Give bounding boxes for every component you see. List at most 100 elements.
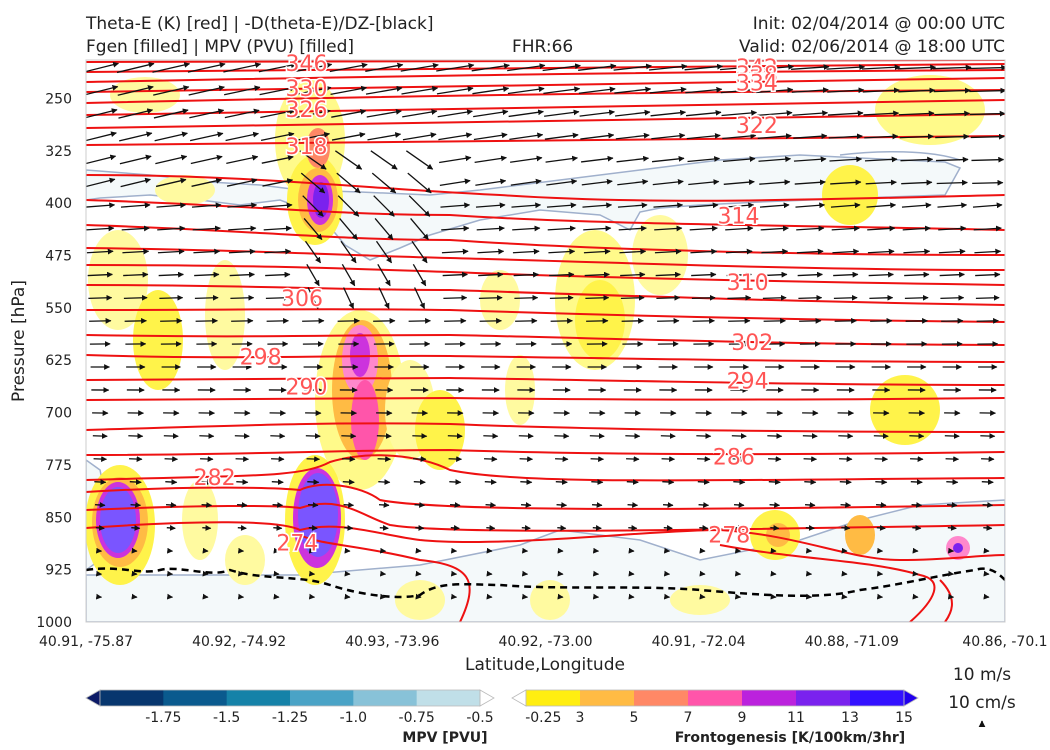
- wind-vector: [616, 155, 650, 163]
- wind-vector: [829, 156, 863, 163]
- wind-vector: [691, 271, 717, 278]
- wind-vector: [344, 525, 354, 531]
- wind-vector: [620, 271, 646, 278]
- wind-vector: [117, 85, 154, 96]
- wind-vector: [805, 525, 815, 531]
- wind-vector: [377, 263, 391, 287]
- wind-vector: [792, 110, 829, 117]
- y-tick-label: 850: [45, 510, 72, 526]
- wind-vector: [377, 456, 392, 462]
- wind-vector: [129, 479, 142, 485]
- wind-vector: [791, 64, 830, 70]
- wind-vector: [578, 86, 616, 94]
- wind-vector: [828, 133, 863, 140]
- wind-vector: [830, 179, 862, 186]
- wind-vector: [546, 202, 577, 209]
- wind-vector: [343, 502, 355, 508]
- wind-vector: [367, 132, 402, 141]
- wind-vector: [514, 294, 539, 301]
- wind-vector: [761, 248, 789, 255]
- wind-vector: [272, 502, 284, 508]
- wind-vector: [796, 248, 824, 255]
- wind-vector: [402, 109, 438, 118]
- x-tick-label: 40.93, -73.96: [345, 634, 439, 650]
- wind-vector: [981, 479, 994, 485]
- wind-vector: [130, 502, 142, 508]
- wind-vector: [688, 202, 719, 209]
- wind-vector: [472, 86, 510, 95]
- wind-vector: [157, 225, 186, 232]
- colorbar-end: [85, 689, 101, 707]
- title-line2: Fgen [filled] | MPV (PVU) [filled]: [86, 37, 355, 57]
- wind-vector: [897, 64, 937, 71]
- theta-e-label: 342: [736, 56, 778, 81]
- wind-vector: [912, 525, 922, 531]
- wind-vector: [865, 179, 897, 186]
- wind-vector: [827, 87, 865, 94]
- wind-vector: [303, 217, 323, 241]
- wind-vector: [760, 225, 789, 232]
- wind-vector: [938, 248, 966, 255]
- wind-vector: [511, 202, 542, 209]
- wind-vector: [507, 86, 545, 95]
- wind-vector: [720, 63, 759, 71]
- wind-vector: [87, 271, 113, 278]
- wind-vector: [983, 525, 993, 531]
- wind-vector: [378, 287, 390, 310]
- wind-vector: [794, 179, 826, 186]
- colorbar-segment: [688, 690, 743, 706]
- wind-vector: [271, 456, 285, 462]
- y-tick-label: 550: [45, 301, 72, 317]
- frontogenesis-fills: [86, 75, 985, 620]
- wind-vector: [938, 225, 967, 232]
- wind-vector: [223, 62, 262, 73]
- wind-vector: [448, 456, 463, 462]
- wind-vector: [617, 178, 649, 186]
- wind-vector: [476, 225, 505, 232]
- wind-vector: [734, 525, 744, 531]
- wind-vector: [972, 179, 1004, 186]
- wind-vector: [342, 456, 356, 462]
- y-tick-label: 250: [45, 91, 72, 107]
- wind-vector: [159, 294, 184, 301]
- wind-vector: [793, 133, 828, 140]
- wind-vector: [933, 87, 971, 94]
- wind-vector: [191, 202, 222, 209]
- wind-vector: [579, 109, 615, 117]
- wind-vector: [378, 479, 391, 485]
- x-tick-label: 40.91, -75.87: [39, 634, 133, 650]
- wind-vector: [237, 502, 248, 508]
- wind-vector: [342, 479, 355, 485]
- wind-vector: [555, 456, 569, 462]
- wind-vector: [86, 131, 117, 142]
- wind-vector: [862, 87, 900, 94]
- wind-vector: [86, 177, 116, 188]
- wind-vector: [260, 131, 295, 141]
- wind-vector: [935, 156, 969, 163]
- wind-vector: [839, 456, 853, 462]
- wind-vector: [580, 132, 615, 140]
- colorbar-tick: -0.75: [399, 710, 435, 726]
- wind-vector: [407, 172, 432, 194]
- wind-vector: [413, 456, 427, 462]
- wind-vector: [626, 479, 639, 485]
- wind-vector: [866, 202, 897, 209]
- wind-vector: [118, 108, 154, 119]
- wind-vector: [230, 294, 255, 301]
- wind-vector: [584, 271, 610, 278]
- wind-vector: [936, 179, 968, 186]
- colorbar-frontogenesis: 3 5 7 9 11 13 15: [511, 689, 919, 726]
- colorbar-tick: 9: [738, 710, 747, 726]
- theta-e-label: 322: [736, 114, 778, 139]
- wind-vector: [123, 271, 149, 278]
- colorbar-segment: [226, 690, 291, 706]
- x-tick-label: 40.86, -70.1: [962, 634, 1047, 650]
- wind-vector: [545, 155, 578, 163]
- wind-vector: [899, 133, 934, 140]
- colorbar-tick: 11: [787, 710, 805, 726]
- wind-vector: [299, 150, 327, 170]
- wind-vector: [302, 195, 324, 217]
- wind-vector: [473, 132, 508, 141]
- x-tick-label: 40.92, -73.00: [498, 634, 592, 650]
- valid-time: Valid: 02/06/2014 @ 18:00 UTC: [739, 37, 1005, 57]
